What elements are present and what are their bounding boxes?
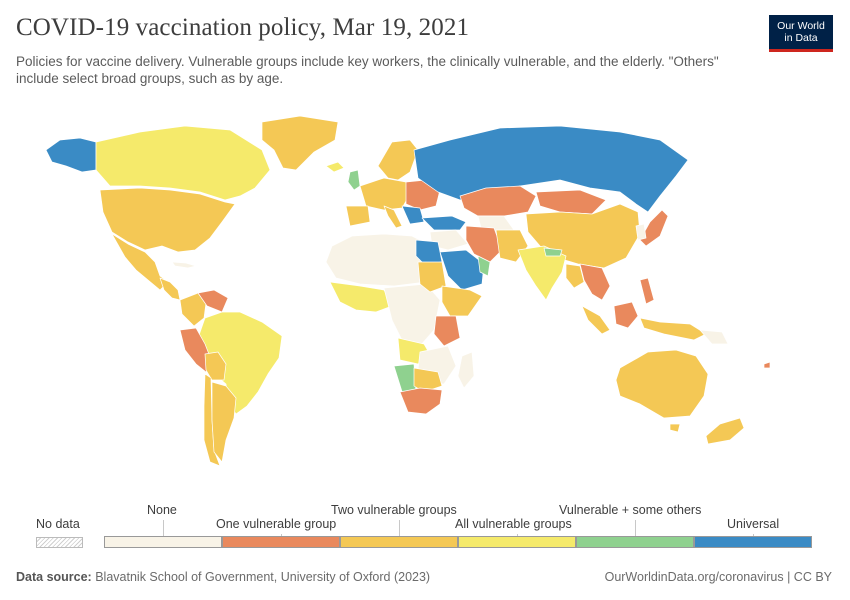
- map-saudi-arabia: [439, 249, 485, 291]
- legend-bin-some[interactable]: [576, 536, 694, 548]
- data-source-label: Data source:: [16, 570, 92, 584]
- map-uk: [347, 169, 361, 191]
- map-korea: [635, 223, 647, 241]
- map-scandinavia: [377, 139, 419, 181]
- map-japan: [639, 209, 669, 247]
- map-greenland: [261, 115, 339, 171]
- map-kazakhstan: [459, 185, 537, 217]
- chart-subtitle: Policies for vaccine delivery. Vulnerabl…: [16, 54, 719, 86]
- map-canada: [95, 125, 271, 201]
- map-philippines: [639, 277, 655, 305]
- legend-no-data-label: No data: [36, 517, 80, 531]
- legend-bin-one[interactable]: [222, 536, 340, 548]
- map-indonesia-west: [581, 305, 611, 335]
- data-source-text: Blavatnik School of Government, Universi…: [95, 570, 431, 584]
- map-horn-of-africa: [441, 285, 483, 317]
- map-bolivia: [204, 351, 227, 381]
- legend-tick-all: [517, 534, 518, 536]
- legend-tick-none: [163, 520, 164, 536]
- map-italy: [383, 205, 403, 229]
- owid-logo[interactable]: Our World in Data: [769, 15, 833, 52]
- map-iberia: [345, 205, 371, 227]
- map-cuba: [171, 261, 197, 269]
- map-usa: [99, 187, 236, 253]
- legend-label-two: Two vulnerable groups: [331, 503, 457, 517]
- map-south-africa: [399, 387, 443, 415]
- legend-bin-none[interactable]: [104, 536, 222, 548]
- legend-label-all: All vulnerable groups: [455, 517, 572, 531]
- map-indochina: [565, 263, 585, 289]
- map-central-africa: [383, 283, 441, 347]
- map-new-zealand: [705, 417, 745, 445]
- legend-tick-universal: [753, 534, 754, 536]
- map-png: [699, 329, 729, 345]
- chart-title: COVID-19 vaccination policy, Mar 19, 202…: [16, 14, 470, 41]
- map-argentina: [211, 381, 237, 463]
- map-borneo: [613, 301, 639, 329]
- map-turkey: [421, 215, 467, 231]
- world-map[interactable]: [0, 100, 850, 470]
- map-mongolia: [535, 189, 607, 215]
- legend-tick-two: [399, 520, 400, 536]
- legend-no-data-swatch[interactable]: [36, 537, 83, 548]
- map-balkans: [401, 205, 425, 225]
- map-nepal: [543, 247, 563, 257]
- footer-link[interactable]: OurWorldinData.org/coronavirus | CC BY: [604, 570, 832, 584]
- logo-line-2: in Data: [784, 32, 818, 44]
- map-madagascar: [457, 351, 475, 389]
- map-kenya-tanzania: [433, 315, 461, 347]
- data-source: Data source: Blavatnik School of Governm…: [16, 570, 430, 584]
- legend-tick-some: [635, 520, 636, 536]
- map-central-america: [159, 277, 181, 301]
- map-alaska: [45, 137, 97, 173]
- map-tasmania: [669, 423, 681, 433]
- map-iceland: [325, 161, 345, 173]
- legend-bin-all[interactable]: [458, 536, 576, 548]
- map-west-africa: [329, 281, 393, 313]
- map-australia: [615, 349, 709, 419]
- map-west-europe: [359, 177, 411, 211]
- map-sudan: [417, 261, 447, 293]
- map-venezuela: [197, 289, 229, 313]
- legend-label-none: None: [147, 503, 177, 517]
- map-southeast-asia: [579, 263, 611, 301]
- map-indonesia-east: [639, 317, 707, 341]
- legend-tick-one: [281, 534, 282, 536]
- legend-bin-two[interactable]: [340, 536, 458, 548]
- map-fiji: [763, 361, 771, 369]
- map-gulf: [477, 255, 491, 277]
- legend-bin-universal[interactable]: [694, 536, 812, 548]
- logo-line-1: Our World: [777, 20, 825, 32]
- legend-label-universal: Universal: [727, 517, 780, 531]
- legend-label-one: One vulnerable group: [216, 517, 337, 531]
- legend-label-some: Vulnerable + some others: [559, 503, 702, 517]
